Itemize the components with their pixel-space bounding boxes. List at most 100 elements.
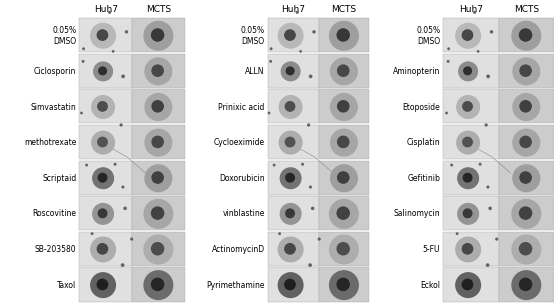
Circle shape: [518, 277, 535, 293]
Circle shape: [102, 142, 104, 143]
Circle shape: [148, 26, 168, 45]
Circle shape: [283, 28, 299, 44]
Circle shape: [101, 211, 105, 215]
Circle shape: [339, 31, 347, 39]
Circle shape: [520, 136, 532, 149]
Circle shape: [338, 208, 348, 218]
Circle shape: [280, 203, 301, 224]
Circle shape: [461, 100, 475, 114]
Circle shape: [463, 66, 472, 75]
Circle shape: [340, 281, 348, 290]
Circle shape: [283, 277, 299, 293]
Circle shape: [285, 101, 296, 113]
Circle shape: [523, 175, 528, 180]
Circle shape: [466, 176, 469, 179]
Circle shape: [341, 175, 347, 181]
Circle shape: [157, 34, 160, 37]
Circle shape: [515, 131, 538, 155]
Circle shape: [290, 249, 291, 250]
Circle shape: [512, 128, 540, 157]
Circle shape: [309, 264, 311, 266]
Circle shape: [99, 32, 107, 40]
Circle shape: [337, 136, 350, 149]
Circle shape: [458, 240, 478, 259]
Circle shape: [284, 278, 297, 292]
Circle shape: [459, 205, 478, 223]
Circle shape: [93, 204, 113, 224]
Circle shape: [157, 70, 160, 73]
Circle shape: [337, 29, 349, 41]
Circle shape: [520, 101, 531, 112]
Circle shape: [525, 34, 528, 37]
Circle shape: [97, 101, 108, 112]
Circle shape: [342, 106, 344, 107]
Circle shape: [341, 140, 347, 145]
Circle shape: [467, 142, 469, 144]
Circle shape: [331, 94, 357, 120]
Circle shape: [289, 283, 293, 287]
Circle shape: [155, 139, 160, 145]
Circle shape: [525, 141, 526, 142]
Circle shape: [157, 34, 158, 36]
Circle shape: [153, 280, 162, 289]
Circle shape: [289, 248, 292, 251]
Circle shape: [464, 210, 472, 218]
Circle shape: [464, 209, 471, 217]
Circle shape: [283, 171, 298, 186]
Circle shape: [458, 275, 479, 295]
Circle shape: [461, 171, 475, 185]
Circle shape: [289, 248, 291, 250]
Circle shape: [342, 34, 346, 37]
Circle shape: [281, 240, 300, 259]
Circle shape: [463, 66, 474, 77]
Circle shape: [462, 244, 474, 255]
Circle shape: [319, 238, 320, 240]
Circle shape: [523, 210, 529, 216]
Circle shape: [514, 24, 538, 48]
Circle shape: [288, 140, 294, 146]
Circle shape: [280, 132, 301, 153]
Circle shape: [155, 68, 161, 74]
Circle shape: [102, 248, 103, 249]
Circle shape: [99, 139, 106, 145]
Circle shape: [281, 62, 300, 80]
Circle shape: [522, 103, 531, 111]
Circle shape: [150, 170, 167, 187]
Circle shape: [464, 138, 471, 146]
Circle shape: [524, 105, 529, 109]
Circle shape: [465, 140, 471, 146]
Circle shape: [460, 277, 476, 294]
Circle shape: [101, 140, 105, 145]
Circle shape: [342, 105, 345, 108]
Circle shape: [152, 29, 163, 41]
Circle shape: [463, 173, 474, 184]
Circle shape: [465, 211, 470, 216]
Circle shape: [521, 66, 531, 76]
Circle shape: [522, 175, 529, 181]
Circle shape: [153, 102, 163, 112]
Circle shape: [468, 249, 469, 250]
Circle shape: [516, 240, 536, 259]
Circle shape: [100, 175, 106, 181]
Bar: [443, 161, 499, 195]
Bar: [499, 232, 554, 266]
Circle shape: [102, 178, 104, 179]
Circle shape: [149, 62, 167, 81]
Circle shape: [463, 66, 473, 76]
Circle shape: [341, 211, 345, 215]
Circle shape: [461, 207, 475, 221]
Circle shape: [465, 211, 470, 215]
Circle shape: [286, 174, 295, 183]
Bar: [443, 232, 499, 266]
Circle shape: [157, 141, 160, 144]
Circle shape: [333, 274, 355, 296]
Circle shape: [518, 206, 535, 222]
Circle shape: [461, 243, 475, 256]
Circle shape: [101, 283, 104, 286]
Circle shape: [145, 94, 172, 120]
Circle shape: [98, 244, 107, 254]
Circle shape: [524, 175, 529, 181]
Circle shape: [289, 140, 291, 144]
Circle shape: [521, 244, 530, 254]
Bar: [319, 125, 370, 159]
